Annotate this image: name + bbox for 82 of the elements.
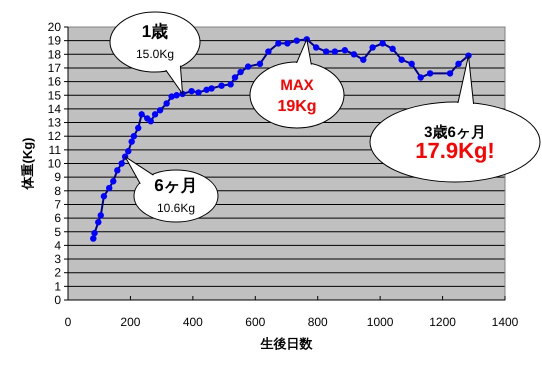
y-tick-label: 8 [54,184,62,198]
point [408,60,415,68]
point [95,218,102,226]
point [322,48,330,55]
annotation: MAX 19Kg [277,77,317,115]
point [342,47,348,54]
point [284,40,291,47]
point [128,138,135,145]
annotation: 6ヶ月 10.6Kg [154,176,198,215]
y-tick-label: 11 [48,142,62,157]
point [156,107,164,114]
point [173,92,180,98]
point [294,37,300,44]
y-tick-label: 19 [48,34,62,48]
point [455,60,462,68]
point [232,74,238,81]
point [90,235,96,242]
point [332,48,338,55]
point [398,56,405,63]
x-tick-label: 400 [182,315,204,329]
y-tick-label: 15 [48,88,62,102]
annotation: 3歳6ヶ月 17.9Kg! [415,124,495,163]
point [130,133,138,140]
point [446,70,454,77]
point [256,60,264,68]
x-tick-label: 200 [120,315,141,329]
y-tick-label: 16 [48,74,62,89]
point [91,230,98,236]
y-tick-label: 12 [48,129,62,144]
y-tick-label: 9 [54,170,62,184]
annotation: 1歳 15.0Kg [136,22,174,61]
y-tick-label: 13 [48,116,62,130]
point [118,160,125,167]
x-tick-label: 1200 [429,315,456,329]
point [135,124,142,132]
point [98,212,104,219]
point [275,40,282,47]
y-tick-label: 2 [54,266,62,280]
point [148,118,154,124]
point [106,184,112,192]
y-tick-label: 3 [54,252,62,266]
point [379,40,386,47]
x-tick-label: 1000 [366,315,394,329]
point [110,178,116,184]
point [208,85,215,92]
point [244,63,252,70]
point [389,46,396,52]
point [163,100,170,107]
point [265,48,272,55]
y-tick-label: 10 [48,156,62,170]
point [350,51,358,58]
point [237,68,244,76]
y-tick-label: 20 [48,20,62,34]
point [152,111,158,118]
point [114,167,121,174]
y-tick-label: 6 [54,211,62,226]
point [138,111,145,118]
y-tick-label: 17 [48,60,62,75]
point [227,81,234,88]
point [360,56,366,63]
y-tick-label: 1 [54,279,62,294]
x-axis-title: 生後日数 [260,336,314,351]
x-tick-label: 800 [308,315,328,329]
point [188,88,195,94]
x-tick-label: 1400 [492,315,519,329]
point [125,148,132,154]
y-tick-label: 0 [54,293,62,307]
point [195,89,202,96]
point [426,70,434,77]
y-tick-label: 7 [54,197,62,212]
x-tick-label: 0 [64,315,72,329]
y-tick-label: 5 [54,224,62,239]
y-tick-label: 4 [54,238,62,252]
y-tick-label: 14 [48,102,62,116]
point [369,44,376,51]
point [312,44,320,51]
point [218,82,225,89]
y-axis-title: 体重(Kg) [20,138,35,190]
point [418,74,424,81]
y-tick-label: 18 [48,47,62,62]
point [100,193,108,200]
x-tick-label: 600 [245,315,266,329]
